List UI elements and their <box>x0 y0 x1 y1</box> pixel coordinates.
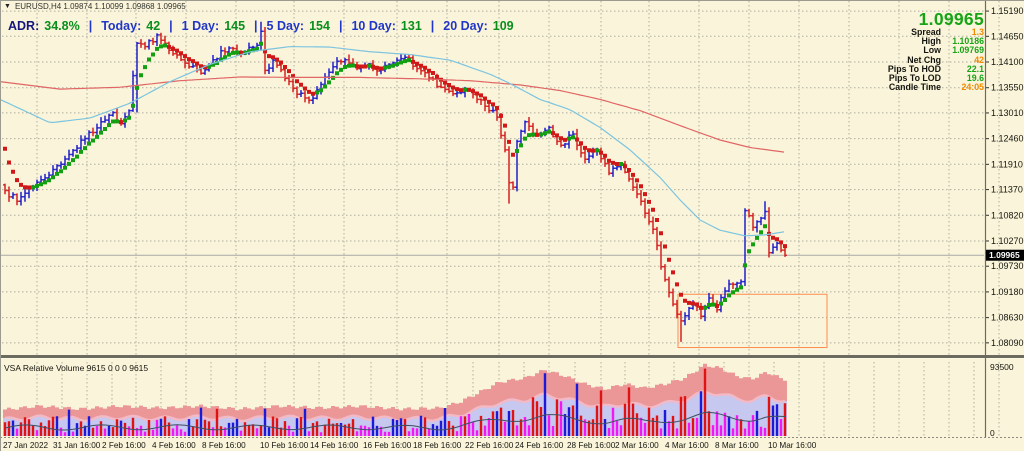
adr-item-value: 145 <box>224 19 245 33</box>
time-axis-label: 4 Feb 16:00 <box>152 441 196 450</box>
adr-item: 20 Day: 109 <box>443 19 513 33</box>
trend-ma-dots-down <box>3 45 787 310</box>
price-axis-label: 1.12460 <box>991 134 1024 144</box>
symbol-dropdown-icon[interactable]: ▼ <box>4 3 11 11</box>
price-axis-label: 1.09730 <box>991 261 1024 271</box>
adr-item-value: 109 <box>493 19 514 33</box>
adr-item-label: 10 Day: <box>351 19 395 33</box>
adr-separator: | <box>431 19 435 33</box>
volume-indicator-label: VSA Relative Volume 9615 0 0 0 9615 <box>4 363 148 373</box>
time-axis-label: 10 Mar 16:00 <box>768 441 817 450</box>
price-axis-label: 1.08090 <box>991 338 1024 348</box>
time-axis[interactable]: 27 Jan 2022 31 Jan 16:002 Feb 16:00 4 Feb … <box>3 441 817 450</box>
time-axis-label: 27 Jan 2022 <box>3 441 49 450</box>
adr-item: 5 Day: 154 <box>267 19 330 33</box>
current-price-display: 1.09965 <box>814 10 984 28</box>
price-axis-label: 1.11910 <box>991 159 1023 169</box>
adr-item-value: 154 <box>309 19 330 33</box>
price-axis-label: 1.09180 <box>991 287 1024 297</box>
time-axis-label: 14 Feb 16:00 <box>310 441 359 450</box>
time-axis-label: 4 Mar 16:00 <box>665 441 709 450</box>
market-info-rows: Spread1.3High1.10186Low1.09769Net Chg42P… <box>814 28 984 92</box>
price-axis-label: 1.14100 <box>991 57 1024 67</box>
time-axis-label: 8 Feb 16:00 <box>202 441 246 450</box>
adr-separator: | <box>339 19 343 33</box>
info-row-value: 24:05 <box>944 83 984 92</box>
info-row-label: Candle Time <box>889 83 941 92</box>
chart-title-text: EURUSD,H4 1.09874 1.10099 1.09868 1.0996… <box>15 2 186 11</box>
adr-item-label: 20 Day: <box>443 19 487 33</box>
price-axis-label: 1.10820 <box>991 210 1024 220</box>
adr-separator: | <box>169 19 173 33</box>
price-axis-label: 1.14650 <box>991 31 1024 41</box>
ma-fast-line <box>0 47 784 236</box>
time-axis-label: 2 Feb 16:00 <box>102 441 146 450</box>
time-axis-label: 16 Feb 16:00 <box>363 441 412 450</box>
adr-indicator-bar: ADR: 34.8% | Today: 42 | 1 Day: 145 | 5 Day: 154 | 1… <box>8 19 514 33</box>
price-axis-label: 1.13550 <box>991 83 1024 93</box>
adr-item-label: Today: <box>101 19 141 33</box>
adr-separator: | <box>89 19 93 33</box>
info-row-candle-time: Candle Time24:05 <box>814 83 984 92</box>
price-axis-label: 1.15190 <box>991 6 1024 16</box>
market-info-panel: 1.09965 Spread1.3High1.10186Low1.09769Ne… <box>814 10 984 92</box>
adr-item: 1 Day: 145 <box>182 19 245 33</box>
time-axis-label: 24 Feb 16:00 <box>515 441 564 450</box>
price-axis-label: 1.13010 <box>991 108 1024 118</box>
adr-separator: | <box>254 19 258 33</box>
time-axis-label: 31 Jan 16:00 <box>53 441 101 450</box>
candles-down <box>3 27 787 342</box>
panel-separator[interactable] <box>0 355 1024 358</box>
adr-item: Today: 42 <box>101 19 160 33</box>
adr-item-label: ADR: <box>8 19 39 33</box>
time-axis-label: 2 Mar 16:00 <box>615 441 659 450</box>
adr-item-value: 131 <box>401 19 422 33</box>
chart-window: 1.15190 1.14650 1.14100 1.13550 1.13010 1.124… <box>0 0 1024 451</box>
current-price-badge-text: 1.09965 <box>989 250 1020 260</box>
price-axis-label: 1.11370 <box>991 185 1023 195</box>
price-axis[interactable]: 1.15190 1.14650 1.14100 1.13550 1.13010 1.124… <box>986 6 1024 438</box>
info-row-low: Low1.09769 <box>814 46 984 55</box>
volume-axis-max-label: 93500 <box>990 362 1014 372</box>
rectangle-drawing-object[interactable] <box>678 294 827 347</box>
volume-axis-min-label: 0 <box>990 428 995 438</box>
price-axis-label: 1.08630 <box>991 313 1024 323</box>
adr-item: ADR: 34.8% <box>8 19 80 33</box>
time-axis-label: 22 Feb 16:00 <box>465 441 514 450</box>
trend-ma-dots-up <box>31 42 767 310</box>
adr-item-label: 1 Day: <box>182 19 220 33</box>
time-axis-label: 10 Feb 16:00 <box>260 441 309 450</box>
time-axis-label: 8 Mar 16:00 <box>715 441 759 450</box>
candles-up <box>11 22 779 326</box>
price-axis-label: 1.10270 <box>991 236 1024 246</box>
adr-item-value: 34.8% <box>44 19 79 33</box>
adr-item-label: 5 Day: <box>267 19 305 33</box>
time-axis-label: 28 Feb 16:00 <box>567 441 616 450</box>
adr-item-value: 42 <box>146 19 160 33</box>
time-axis-label: 18 Feb 16:00 <box>413 441 462 450</box>
chart-title-bar: ▼ EURUSD,H4 1.09874 1.10099 1.09868 1.09… <box>4 2 186 11</box>
adr-item: 10 Day: 131 <box>351 19 421 33</box>
